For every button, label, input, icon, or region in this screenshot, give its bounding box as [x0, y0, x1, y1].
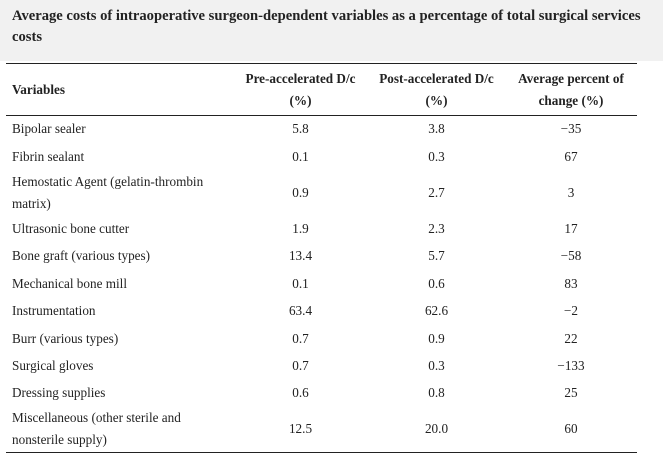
cell-change: 60	[505, 407, 637, 453]
cell-post: 0.8	[428, 385, 445, 401]
cell-change: 17	[564, 220, 578, 236]
table-row: Surgical gloves 0.7 0.3 −133	[6, 352, 637, 379]
table-container: Variables Pre-accelerated D/c (%) Post-a…	[0, 61, 663, 473]
cell-variable: Bone graft (various types)	[12, 248, 151, 264]
cell-change: 22	[564, 330, 578, 346]
cell-variable: Surgical gloves	[12, 357, 94, 373]
table-row: Bipolar sealer 5.8 3.8 −35	[6, 116, 637, 143]
table-row: Dressing supplies 0.6 0.8 25	[6, 380, 637, 407]
cell-post: 62.6	[424, 303, 449, 319]
cell-post: 5.7	[428, 248, 445, 264]
cell-variable: Burr (various types)	[12, 330, 119, 346]
cell-variable: Hemostatic Agent (gelatin-thrombin matri…	[12, 173, 204, 211]
cell-change: −58	[560, 248, 582, 264]
cell-variable: Mechanical bone mill	[12, 275, 127, 291]
cell-variable: Bipolar sealer	[12, 121, 86, 137]
cell-pre: 5.8	[292, 121, 309, 137]
cell-variable: Miscellaneous (other sterile and nonster…	[6, 407, 233, 453]
cell-post: 0.3	[428, 148, 445, 164]
cell-change: 25	[564, 385, 578, 401]
cell-post: 0.3	[428, 357, 445, 373]
cell-change: 83	[564, 275, 578, 291]
cell-pre: 0.1	[292, 275, 309, 291]
cell-variable: Instrumentation	[12, 303, 96, 319]
cell-change: 67	[564, 148, 578, 164]
cell-post: 3.8	[428, 121, 445, 137]
cell-variable: Dressing supplies	[12, 385, 106, 401]
table-row: Instrumentation 63.4 62.6 −2	[6, 297, 637, 324]
cell-post: 2.7	[428, 184, 445, 200]
table-caption: Average costs of intraoperative surgeon-…	[0, 0, 663, 61]
cell-pre: 13.4	[288, 248, 313, 264]
table-header-row: Variables Pre-accelerated D/c (%) Post-a…	[6, 63, 637, 116]
cell-pre: 0.6	[292, 385, 309, 401]
header-post-accelerated: Post-accelerated D/c (%)	[368, 63, 505, 116]
table-row: Hemostatic Agent (gelatin-thrombin matri…	[6, 170, 637, 215]
table-row: Fibrin sealant 0.1 0.3 67	[6, 143, 637, 170]
cell-post: 2.3	[428, 220, 445, 236]
table-row: Burr (various types) 0.7 0.9 22	[6, 325, 637, 352]
cell-pre: 0.9	[292, 184, 309, 200]
cell-change: −35	[560, 121, 582, 137]
cell-variable: Ultrasonic bone cutter	[12, 220, 130, 236]
cell-pre: 12.5	[233, 407, 368, 453]
header-variables: Variables	[6, 63, 233, 116]
cell-pre: 1.9	[292, 220, 309, 236]
table-row: Miscellaneous (other sterile and nonster…	[6, 407, 637, 453]
table-row: Mechanical bone mill 0.1 0.6 83	[6, 270, 637, 297]
header-percent-change: Average percent of change (%)	[505, 63, 637, 116]
cell-pre: 0.7	[292, 330, 309, 346]
cell-pre: 63.4	[288, 303, 313, 319]
cell-pre: 0.1	[292, 148, 309, 164]
cell-variable: Fibrin sealant	[12, 148, 85, 164]
cell-change: −2	[563, 303, 579, 319]
cell-pre: 0.7	[292, 357, 309, 373]
cell-post: 0.9	[428, 330, 445, 346]
cell-change: −133	[557, 357, 585, 373]
table-row: Bone graft (various types) 13.4 5.7 −58	[6, 243, 637, 270]
costs-table: Variables Pre-accelerated D/c (%) Post-a…	[6, 63, 637, 453]
header-pre-accelerated: Pre-accelerated D/c (%)	[233, 63, 368, 116]
cell-change: 3	[567, 184, 575, 200]
cell-post: 20.0	[368, 407, 505, 453]
cell-post: 0.6	[428, 275, 445, 291]
table-row: Ultrasonic bone cutter 1.9 2.3 17	[6, 215, 637, 242]
